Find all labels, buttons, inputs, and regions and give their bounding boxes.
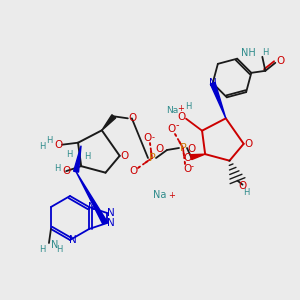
Text: N: N <box>51 240 58 250</box>
Text: O: O <box>129 113 137 123</box>
Text: N: N <box>69 235 77 245</box>
Text: H: H <box>54 164 60 172</box>
Text: +: + <box>169 190 176 200</box>
Text: O: O <box>155 144 163 154</box>
Text: O: O <box>238 181 247 191</box>
Text: -: - <box>175 120 179 130</box>
Text: O: O <box>121 151 129 161</box>
Text: N: N <box>107 218 115 228</box>
Polygon shape <box>102 115 116 130</box>
Text: O: O <box>62 166 70 176</box>
Text: N: N <box>107 208 115 218</box>
Text: O: O <box>129 166 137 176</box>
Text: O: O <box>143 133 151 143</box>
Text: O: O <box>177 112 185 122</box>
Text: H: H <box>66 150 72 159</box>
Text: H: H <box>56 244 62 253</box>
Text: +: + <box>178 104 184 113</box>
Text: H: H <box>262 48 268 57</box>
Polygon shape <box>76 172 107 224</box>
Text: H: H <box>185 102 191 111</box>
Text: O: O <box>244 139 253 149</box>
Text: NH: NH <box>241 48 255 58</box>
Text: O: O <box>184 164 192 174</box>
Polygon shape <box>210 82 226 118</box>
Text: -: - <box>190 163 194 172</box>
Polygon shape <box>74 146 81 172</box>
Text: H: H <box>243 188 250 197</box>
Text: Na: Na <box>153 190 167 200</box>
Text: H: H <box>84 152 90 160</box>
Text: -: - <box>152 134 154 142</box>
Text: O: O <box>187 144 195 154</box>
Text: H: H <box>46 136 52 145</box>
Polygon shape <box>190 154 205 160</box>
Text: H: H <box>39 244 45 253</box>
Text: O: O <box>54 140 62 150</box>
Text: P: P <box>180 143 186 153</box>
Text: N: N <box>209 78 217 88</box>
Text: Na: Na <box>166 106 178 115</box>
Text: O: O <box>276 56 284 66</box>
Text: N: N <box>88 202 96 212</box>
Text: O: O <box>183 153 191 163</box>
Text: O: O <box>167 124 175 134</box>
Text: H: H <box>39 142 45 151</box>
Text: P: P <box>148 153 155 163</box>
